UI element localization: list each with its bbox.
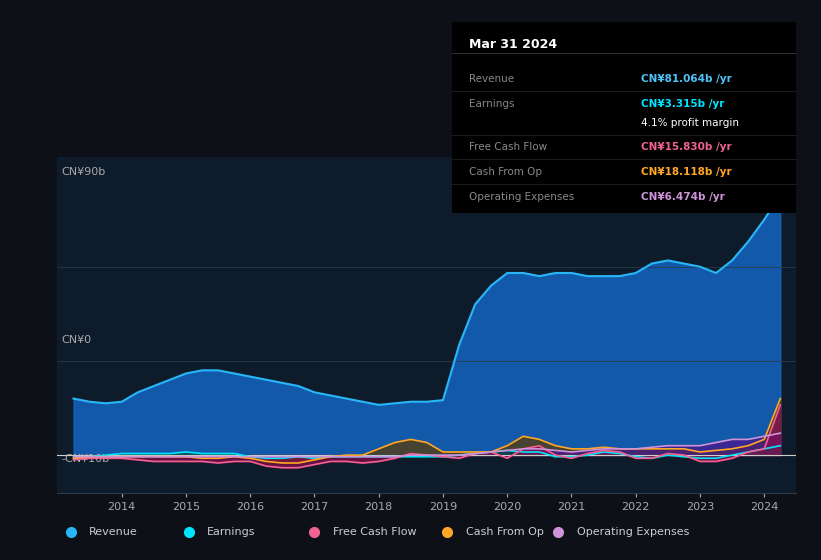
Text: CN¥0: CN¥0 (62, 335, 91, 345)
Text: Earnings: Earnings (469, 99, 514, 109)
Text: Cash From Op: Cash From Op (466, 527, 544, 537)
Text: CN¥18.118b /yr: CN¥18.118b /yr (641, 167, 732, 177)
Text: CN¥6.474b /yr: CN¥6.474b /yr (641, 192, 725, 202)
Text: Free Cash Flow: Free Cash Flow (469, 142, 547, 152)
Text: -CN¥10b: -CN¥10b (62, 454, 109, 464)
Text: Revenue: Revenue (89, 527, 138, 537)
Text: Mar 31 2024: Mar 31 2024 (469, 38, 557, 50)
Text: Earnings: Earnings (208, 527, 256, 537)
Text: Operating Expenses: Operating Expenses (469, 192, 574, 202)
Text: CN¥15.830b /yr: CN¥15.830b /yr (641, 142, 732, 152)
Text: CN¥3.315b /yr: CN¥3.315b /yr (641, 99, 725, 109)
Text: Revenue: Revenue (469, 74, 514, 84)
Text: Free Cash Flow: Free Cash Flow (333, 527, 416, 537)
Text: CN¥81.064b /yr: CN¥81.064b /yr (641, 74, 732, 84)
Text: Operating Expenses: Operating Expenses (576, 527, 689, 537)
Text: 4.1% profit margin: 4.1% profit margin (641, 118, 739, 128)
Text: CN¥90b: CN¥90b (62, 167, 105, 177)
Text: Cash From Op: Cash From Op (469, 167, 542, 177)
